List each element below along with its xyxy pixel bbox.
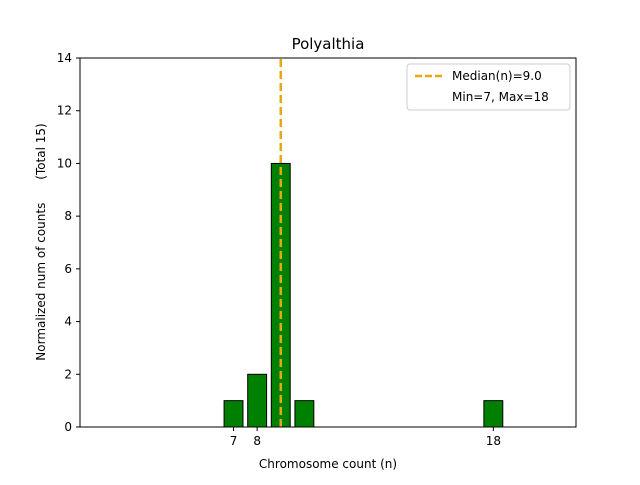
y-tick-label: 2: [64, 367, 72, 381]
x-axis-label: Chromosome count (n): [259, 457, 397, 471]
x-tick-label: 7: [230, 434, 238, 448]
y-tick-label: 6: [64, 262, 72, 276]
bar-8: [247, 373, 268, 428]
y-axis-label: Normalized num of counts (Total 15): [34, 123, 48, 360]
bar-10: [294, 400, 315, 428]
chart-title: Polyalthia: [292, 35, 365, 53]
y-tick-label: 4: [64, 315, 72, 329]
y-tick-label: 10: [57, 156, 72, 170]
bars-layer: [223, 162, 504, 428]
y-tick-label: 12: [57, 104, 72, 118]
y-axis-ticks: 0 2 4 6 8 10 12 14: [57, 51, 80, 434]
bar-18: [483, 400, 504, 428]
x-tick-label: 18: [486, 434, 501, 448]
y-tick-label: 14: [57, 51, 72, 65]
legend: Median(n)=9.0 Min=7, Max=18: [406, 63, 571, 111]
legend-entry-range: Min=7, Max=18: [452, 90, 549, 104]
bar-7: [223, 400, 244, 428]
y-tick-label: 0: [64, 420, 72, 434]
x-tick-label: 8: [253, 434, 261, 448]
x-axis-ticks: 7 8 18: [230, 427, 501, 448]
legend-box: [406, 63, 571, 111]
y-tick-label: 8: [64, 209, 72, 223]
plot-frame: [79, 57, 577, 428]
legend-entry-median: Median(n)=9.0: [452, 69, 542, 83]
